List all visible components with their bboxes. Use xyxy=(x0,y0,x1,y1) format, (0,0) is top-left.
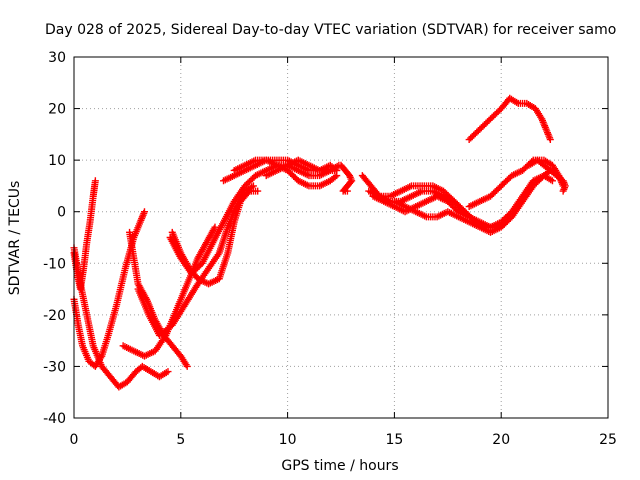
data-point xyxy=(254,187,262,195)
series-arc-16 xyxy=(390,166,554,236)
data-points xyxy=(70,94,569,391)
axis-ticks: -40 -30 -20 -10 0 10 20 30 0 5 10 15 20 25 xyxy=(43,50,617,448)
data-point xyxy=(331,173,339,181)
y-tick-label: 0 xyxy=(57,205,66,221)
data-point xyxy=(331,165,339,173)
y-tick-label: 20 xyxy=(48,102,66,118)
data-point xyxy=(140,208,148,216)
y-tick-label: 30 xyxy=(48,50,66,66)
data-point xyxy=(91,177,99,185)
plot-frame xyxy=(73,56,609,419)
data-point xyxy=(340,186,348,194)
data-point xyxy=(343,187,351,195)
data-point xyxy=(548,177,556,185)
series-arc-18 xyxy=(525,156,569,195)
x-tick-label: 0 xyxy=(70,432,79,448)
data-point xyxy=(164,368,172,376)
series-arc-11 xyxy=(262,156,341,180)
y-tick-label: 10 xyxy=(48,153,66,169)
grid xyxy=(74,57,608,418)
chart-title: Day 028 of 2025, Sidereal Day-to-day VTE… xyxy=(45,22,616,38)
y-tick-label: -10 xyxy=(43,256,66,272)
series-arc-8 xyxy=(166,161,341,278)
y-tick-label: -30 xyxy=(43,359,66,375)
series-arc-19 xyxy=(465,94,554,144)
x-tick-label: 20 xyxy=(492,432,510,448)
data-point xyxy=(183,362,191,370)
series-arc-3 xyxy=(70,244,172,391)
x-axis-title: GPS time / hours xyxy=(281,458,398,474)
data-point xyxy=(244,189,252,197)
x-tick-label: 15 xyxy=(385,432,403,448)
data-point xyxy=(559,187,567,195)
data-point xyxy=(546,136,554,144)
series-arc-1 xyxy=(70,177,99,293)
series-arc-12 xyxy=(337,161,356,195)
x-tick-label: 25 xyxy=(599,432,617,448)
x-tick-label: 5 xyxy=(176,432,185,448)
y-tick-label: -20 xyxy=(43,308,66,324)
y-axis-title: SDTVAR / TECUs xyxy=(7,181,23,296)
data-point xyxy=(333,166,341,174)
data-point xyxy=(560,185,568,193)
series-arc-10 xyxy=(220,156,343,185)
x-tick-label: 10 xyxy=(279,432,297,448)
y-tick-label: -40 xyxy=(43,411,66,427)
series-arc-6 xyxy=(119,223,219,360)
